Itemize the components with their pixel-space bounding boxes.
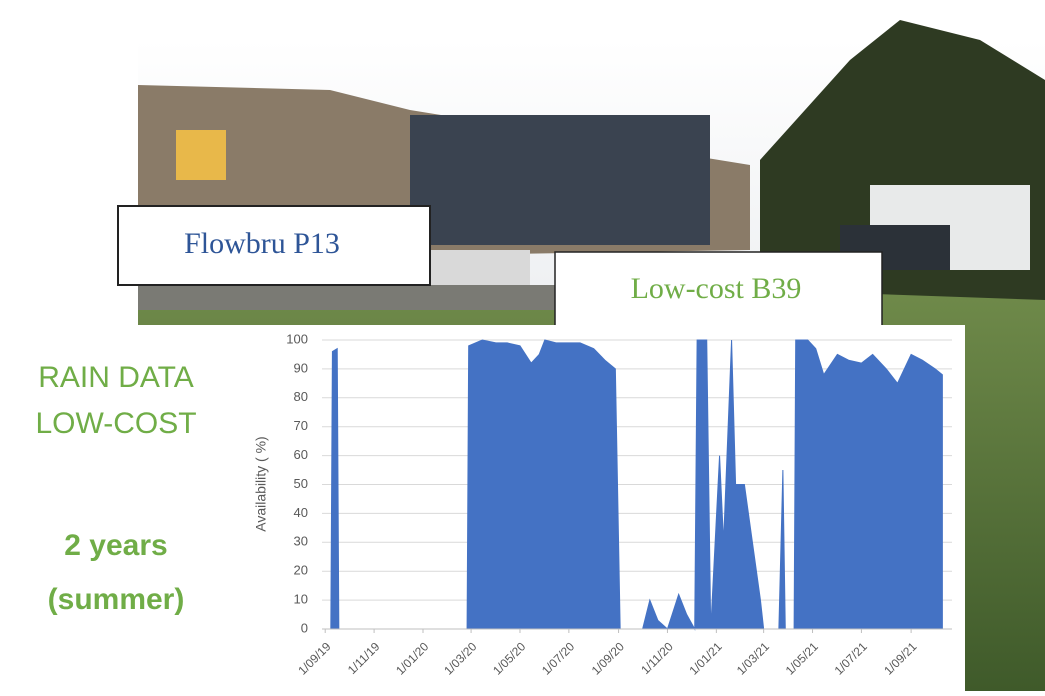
side-text: LOW-COST <box>35 407 196 440</box>
y-axis-label: Availability ( %) <box>253 436 269 531</box>
y-tick-label: 50 <box>294 476 308 491</box>
station-label: Low-cost B39 <box>631 272 802 305</box>
side-text: RAIN DATA <box>38 361 194 394</box>
y-tick-label: 20 <box>294 563 308 578</box>
side-text: 2 years <box>64 529 167 562</box>
station-label: Flowbru P13 <box>184 227 340 260</box>
y-tick-label: 90 <box>294 360 308 375</box>
y-tick-label: 30 <box>294 534 308 549</box>
y-tick-label: 10 <box>294 592 308 607</box>
y-tick-label: 60 <box>294 447 308 462</box>
slide: Flowbru P13 Low-cost B39 RAIN DATA LOW-C… <box>0 0 1045 691</box>
y-tick-label: 80 <box>294 389 308 404</box>
y-tick-label: 100 <box>286 331 308 346</box>
page: Flowbru P13 Low-cost B39 RAIN DATA LOW-C… <box>0 0 1045 691</box>
side-text: (summer) <box>48 583 185 616</box>
y-tick-label: 0 <box>301 620 308 635</box>
y-tick-label: 70 <box>294 418 308 433</box>
y-tick-label: 40 <box>294 505 308 520</box>
